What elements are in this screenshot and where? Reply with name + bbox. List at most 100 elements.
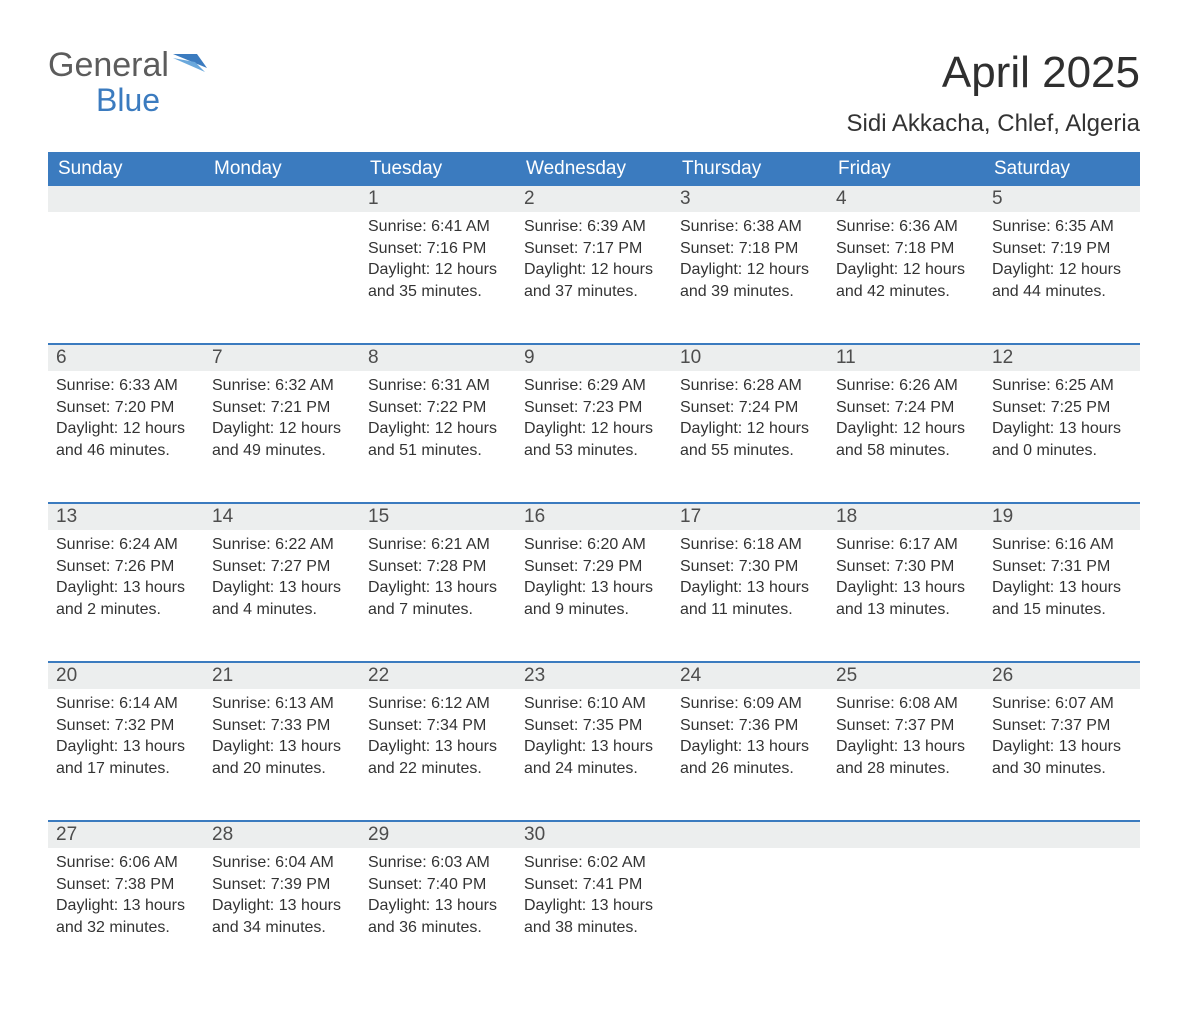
sunrise-text: Sunrise: 6:12 AM bbox=[368, 693, 508, 715]
sunset-text: Sunset: 7:18 PM bbox=[836, 238, 976, 260]
sunrise-text: Sunrise: 6:17 AM bbox=[836, 534, 976, 556]
day-cell bbox=[204, 212, 360, 344]
day-number: 27 bbox=[48, 822, 204, 848]
day-cell: Sunrise: 6:29 AMSunset: 7:23 PMDaylight:… bbox=[516, 371, 672, 503]
sunset-text: Sunset: 7:24 PM bbox=[836, 397, 976, 419]
daylight-text: Daylight: 12 hours and 42 minutes. bbox=[836, 259, 976, 302]
sunrise-text: Sunrise: 6:04 AM bbox=[212, 852, 352, 874]
day-header: Wednesday bbox=[516, 152, 672, 186]
sunrise-text: Sunrise: 6:35 AM bbox=[992, 216, 1132, 238]
sunset-text: Sunset: 7:21 PM bbox=[212, 397, 352, 419]
daylight-text: Daylight: 13 hours and 20 minutes. bbox=[212, 736, 352, 779]
sunrise-text: Sunrise: 6:33 AM bbox=[56, 375, 196, 397]
day-number: 4 bbox=[828, 186, 984, 212]
day-number: 28 bbox=[204, 822, 360, 848]
day-cell: Sunrise: 6:18 AMSunset: 7:30 PMDaylight:… bbox=[672, 530, 828, 662]
sunset-text: Sunset: 7:22 PM bbox=[368, 397, 508, 419]
day-cell: Sunrise: 6:13 AMSunset: 7:33 PMDaylight:… bbox=[204, 689, 360, 821]
day-number-row: 27282930 bbox=[48, 822, 1140, 848]
sunrise-text: Sunrise: 6:29 AM bbox=[524, 375, 664, 397]
day-header: Thursday bbox=[672, 152, 828, 186]
daylight-text: Daylight: 13 hours and 32 minutes. bbox=[56, 895, 196, 938]
sunrise-text: Sunrise: 6:14 AM bbox=[56, 693, 196, 715]
location: Sidi Akkacha, Chlef, Algeria bbox=[847, 110, 1141, 138]
daylight-text: Daylight: 13 hours and 22 minutes. bbox=[368, 736, 508, 779]
daylight-text: Daylight: 13 hours and 15 minutes. bbox=[992, 577, 1132, 620]
daylight-text: Daylight: 13 hours and 38 minutes. bbox=[524, 895, 664, 938]
day-number bbox=[48, 186, 204, 190]
day-cell: Sunrise: 6:28 AMSunset: 7:24 PMDaylight:… bbox=[672, 371, 828, 503]
day-number: 10 bbox=[672, 345, 828, 371]
day-number bbox=[984, 822, 1140, 826]
daylight-text: Daylight: 13 hours and 7 minutes. bbox=[368, 577, 508, 620]
sunset-text: Sunset: 7:34 PM bbox=[368, 715, 508, 737]
day-header: Tuesday bbox=[360, 152, 516, 186]
day-cell: Sunrise: 6:16 AMSunset: 7:31 PMDaylight:… bbox=[984, 530, 1140, 662]
day-number: 16 bbox=[516, 504, 672, 530]
sunrise-text: Sunrise: 6:36 AM bbox=[836, 216, 976, 238]
day-cell: Sunrise: 6:33 AMSunset: 7:20 PMDaylight:… bbox=[48, 371, 204, 503]
sunrise-text: Sunrise: 6:21 AM bbox=[368, 534, 508, 556]
sunset-text: Sunset: 7:38 PM bbox=[56, 874, 196, 896]
sunrise-text: Sunrise: 6:18 AM bbox=[680, 534, 820, 556]
daylight-text: Daylight: 13 hours and 26 minutes. bbox=[680, 736, 820, 779]
daylight-text: Daylight: 13 hours and 2 minutes. bbox=[56, 577, 196, 620]
daylight-text: Daylight: 13 hours and 11 minutes. bbox=[680, 577, 820, 620]
day-number: 2 bbox=[516, 186, 672, 212]
day-cell: Sunrise: 6:36 AMSunset: 7:18 PMDaylight:… bbox=[828, 212, 984, 344]
sunset-text: Sunset: 7:19 PM bbox=[992, 238, 1132, 260]
daylight-text: Daylight: 13 hours and 4 minutes. bbox=[212, 577, 352, 620]
logo-text-general: General bbox=[48, 46, 169, 84]
day-number: 20 bbox=[48, 663, 204, 689]
sunset-text: Sunset: 7:37 PM bbox=[836, 715, 976, 737]
day-content-row: Sunrise: 6:06 AMSunset: 7:38 PMDaylight:… bbox=[48, 848, 1140, 980]
sunset-text: Sunset: 7:26 PM bbox=[56, 556, 196, 578]
day-header: Monday bbox=[204, 152, 360, 186]
daylight-text: Daylight: 13 hours and 36 minutes. bbox=[368, 895, 508, 938]
sunset-text: Sunset: 7:27 PM bbox=[212, 556, 352, 578]
day-content-row: Sunrise: 6:33 AMSunset: 7:20 PMDaylight:… bbox=[48, 371, 1140, 503]
day-number: 21 bbox=[204, 663, 360, 689]
sunrise-text: Sunrise: 6:32 AM bbox=[212, 375, 352, 397]
day-number: 6 bbox=[48, 345, 204, 371]
day-number: 9 bbox=[516, 345, 672, 371]
day-content-row: Sunrise: 6:14 AMSunset: 7:32 PMDaylight:… bbox=[48, 689, 1140, 821]
daylight-text: Daylight: 13 hours and 17 minutes. bbox=[56, 736, 196, 779]
day-cell: Sunrise: 6:03 AMSunset: 7:40 PMDaylight:… bbox=[360, 848, 516, 980]
day-cell: Sunrise: 6:17 AMSunset: 7:30 PMDaylight:… bbox=[828, 530, 984, 662]
day-number: 23 bbox=[516, 663, 672, 689]
day-number: 15 bbox=[360, 504, 516, 530]
sunrise-text: Sunrise: 6:38 AM bbox=[680, 216, 820, 238]
day-number: 14 bbox=[204, 504, 360, 530]
day-cell: Sunrise: 6:12 AMSunset: 7:34 PMDaylight:… bbox=[360, 689, 516, 821]
day-cell: Sunrise: 6:22 AMSunset: 7:27 PMDaylight:… bbox=[204, 530, 360, 662]
day-cell: Sunrise: 6:32 AMSunset: 7:21 PMDaylight:… bbox=[204, 371, 360, 503]
daylight-text: Daylight: 12 hours and 53 minutes. bbox=[524, 418, 664, 461]
sunset-text: Sunset: 7:24 PM bbox=[680, 397, 820, 419]
day-cell: Sunrise: 6:10 AMSunset: 7:35 PMDaylight:… bbox=[516, 689, 672, 821]
sunrise-text: Sunrise: 6:16 AM bbox=[992, 534, 1132, 556]
sunset-text: Sunset: 7:18 PM bbox=[680, 238, 820, 260]
day-number: 17 bbox=[672, 504, 828, 530]
day-cell: Sunrise: 6:06 AMSunset: 7:38 PMDaylight:… bbox=[48, 848, 204, 980]
day-cell: Sunrise: 6:31 AMSunset: 7:22 PMDaylight:… bbox=[360, 371, 516, 503]
daylight-text: Daylight: 13 hours and 24 minutes. bbox=[524, 736, 664, 779]
sunrise-text: Sunrise: 6:28 AM bbox=[680, 375, 820, 397]
day-cell: Sunrise: 6:09 AMSunset: 7:36 PMDaylight:… bbox=[672, 689, 828, 821]
day-cell bbox=[48, 212, 204, 344]
daylight-text: Daylight: 12 hours and 35 minutes. bbox=[368, 259, 508, 302]
day-number: 25 bbox=[828, 663, 984, 689]
sunrise-text: Sunrise: 6:24 AM bbox=[56, 534, 196, 556]
daylight-text: Daylight: 12 hours and 44 minutes. bbox=[992, 259, 1132, 302]
calendar-table: Sunday Monday Tuesday Wednesday Thursday… bbox=[48, 152, 1140, 980]
day-number: 12 bbox=[984, 345, 1140, 371]
day-header: Saturday bbox=[984, 152, 1140, 186]
day-number bbox=[204, 186, 360, 190]
sunset-text: Sunset: 7:33 PM bbox=[212, 715, 352, 737]
day-number: 26 bbox=[984, 663, 1140, 689]
flag-icon bbox=[173, 54, 207, 82]
sunrise-text: Sunrise: 6:20 AM bbox=[524, 534, 664, 556]
day-cell: Sunrise: 6:24 AMSunset: 7:26 PMDaylight:… bbox=[48, 530, 204, 662]
day-number-row: 6789101112 bbox=[48, 345, 1140, 371]
day-cell: Sunrise: 6:35 AMSunset: 7:19 PMDaylight:… bbox=[984, 212, 1140, 344]
